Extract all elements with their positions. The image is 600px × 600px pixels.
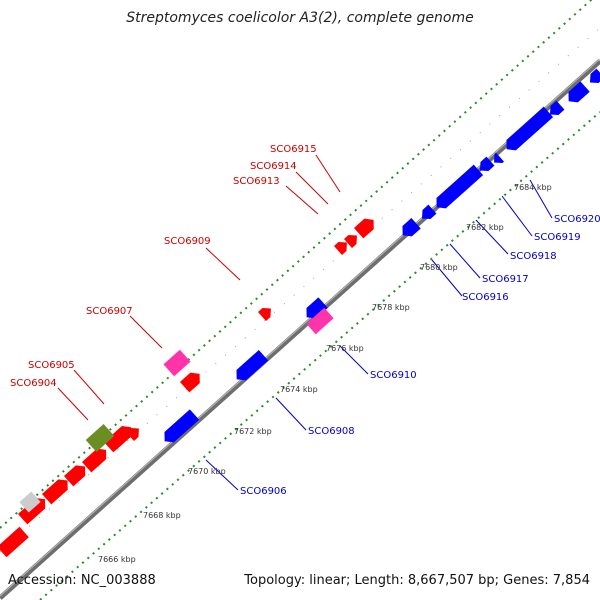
gene-forward[interactable]: [258, 304, 275, 321]
scale-label: 7676 kbp: [326, 344, 364, 353]
gene-reverse[interactable]: [476, 156, 495, 175]
forward-gene-label: SCO6913: [233, 176, 280, 187]
map-title: Streptomyces coelicolor A3(2), complete …: [126, 10, 474, 26]
forward-gene-label: SCO6909: [164, 236, 211, 247]
gene-reverse[interactable]: [564, 81, 590, 106]
grid-line-lower: [39, 111, 600, 600]
forward-genes: [0, 215, 378, 558]
gene-forward[interactable]: [334, 238, 351, 255]
forward-label-leader: [295, 171, 329, 205]
gene-pink[interactable]: [163, 349, 191, 377]
gene-forward[interactable]: [344, 231, 361, 248]
gene-reverse[interactable]: [302, 297, 328, 322]
reverse-gene-label: SCO6920: [554, 214, 600, 225]
genome-axis-highlight: [0, 58, 600, 597]
genome-axis: [0, 59, 600, 600]
scale-label: 7666 kbp: [98, 555, 136, 564]
forward-gene-label: SCO6914: [250, 161, 297, 172]
reverse-gene-label: SCO6906: [240, 486, 287, 497]
forward-label-leader: [129, 315, 163, 349]
forward-gene-label: SCO6907: [86, 306, 133, 317]
forward-label-leader: [315, 154, 341, 193]
label-leaders: [57, 154, 553, 491]
scale-label: 7680 kbp: [420, 263, 458, 272]
grid-line-upper: [0, 0, 593, 529]
forward-label-leader: [285, 185, 319, 215]
gene-olive[interactable]: [85, 424, 115, 452]
forward-label-leader: [57, 387, 89, 421]
gene-labels: SCO6904 SCO6905 SCO6907 SCO6909 SCO6913 SCO69…: [10, 144, 600, 497]
scale-label: 7684 kbp: [514, 183, 552, 192]
scale-labels: 7666 kbp 7668 kbp 7670 kbp 7672 kbp 7674 kbp…: [98, 183, 552, 564]
forward-gene-label: SCO6915: [270, 144, 317, 155]
scale-label: 7672 kbp: [234, 427, 272, 436]
gene-reverse[interactable]: [586, 68, 600, 87]
gene-reverse[interactable]: [418, 204, 437, 223]
reverse-label-leader: [205, 459, 239, 491]
gene-pink[interactable]: [306, 307, 334, 335]
gene-reverse[interactable]: [398, 218, 421, 240]
gene-reverse[interactable]: [502, 106, 554, 155]
reverse-gene-label: SCO6919: [534, 232, 581, 243]
reverse-gene-label: SCO6908: [308, 426, 355, 437]
genome-summary: Topology: linear; Length: 8,667,507 bp; …: [244, 573, 590, 588]
grid-line-lower-2: [0, 27, 600, 553]
gene-forward[interactable]: [0, 526, 29, 558]
gene-forward[interactable]: [354, 215, 378, 239]
gene-forward[interactable]: [126, 424, 143, 441]
reverse-label-leader: [275, 397, 307, 431]
gene-forward[interactable]: [18, 494, 50, 525]
gene-forward[interactable]: [180, 369, 204, 393]
gene-reverse[interactable]: [432, 164, 484, 213]
forward-gene-label: SCO6904: [10, 378, 57, 389]
gene-reverse[interactable]: [490, 152, 504, 167]
accession-label: Accession: NC_003888: [8, 573, 156, 588]
scale-label: 7682 kbp: [466, 223, 504, 232]
gene-reverse[interactable]: [160, 409, 200, 446]
scale-label: 7668 kbp: [143, 511, 181, 520]
scale-label: 7674 kbp: [280, 385, 318, 394]
reverse-gene-label: SCO6918: [510, 251, 557, 262]
reverse-label-leader: [449, 243, 481, 279]
reverse-label-leader: [529, 179, 553, 219]
gene-forward[interactable]: [104, 422, 136, 453]
forward-label-leader: [205, 247, 241, 281]
reverse-gene-label: SCO6916: [462, 292, 509, 303]
forward-gene-label: SCO6905: [28, 360, 75, 371]
reverse-gene-label: SCO6917: [482, 274, 529, 285]
reverse-label-leader: [501, 195, 533, 237]
scale-label: 7670 kbp: [188, 467, 226, 476]
gene-forward[interactable]: [64, 461, 90, 487]
reverse-gene-label: SCO6910: [370, 370, 417, 381]
gene-forward[interactable]: [42, 475, 72, 505]
gene-grey[interactable]: [19, 491, 41, 513]
reverse-label-leader: [431, 259, 463, 297]
forward-label-leader: [73, 369, 105, 405]
gene-forward[interactable]: [82, 445, 111, 473]
reverse-label-leader: [339, 345, 369, 375]
reverse-genes: [160, 68, 600, 446]
reverse-label-leader: [475, 219, 509, 255]
gene-reverse[interactable]: [546, 100, 565, 119]
gene-reverse[interactable]: [232, 350, 269, 384]
scale-label: 7678 kbp: [372, 303, 410, 312]
